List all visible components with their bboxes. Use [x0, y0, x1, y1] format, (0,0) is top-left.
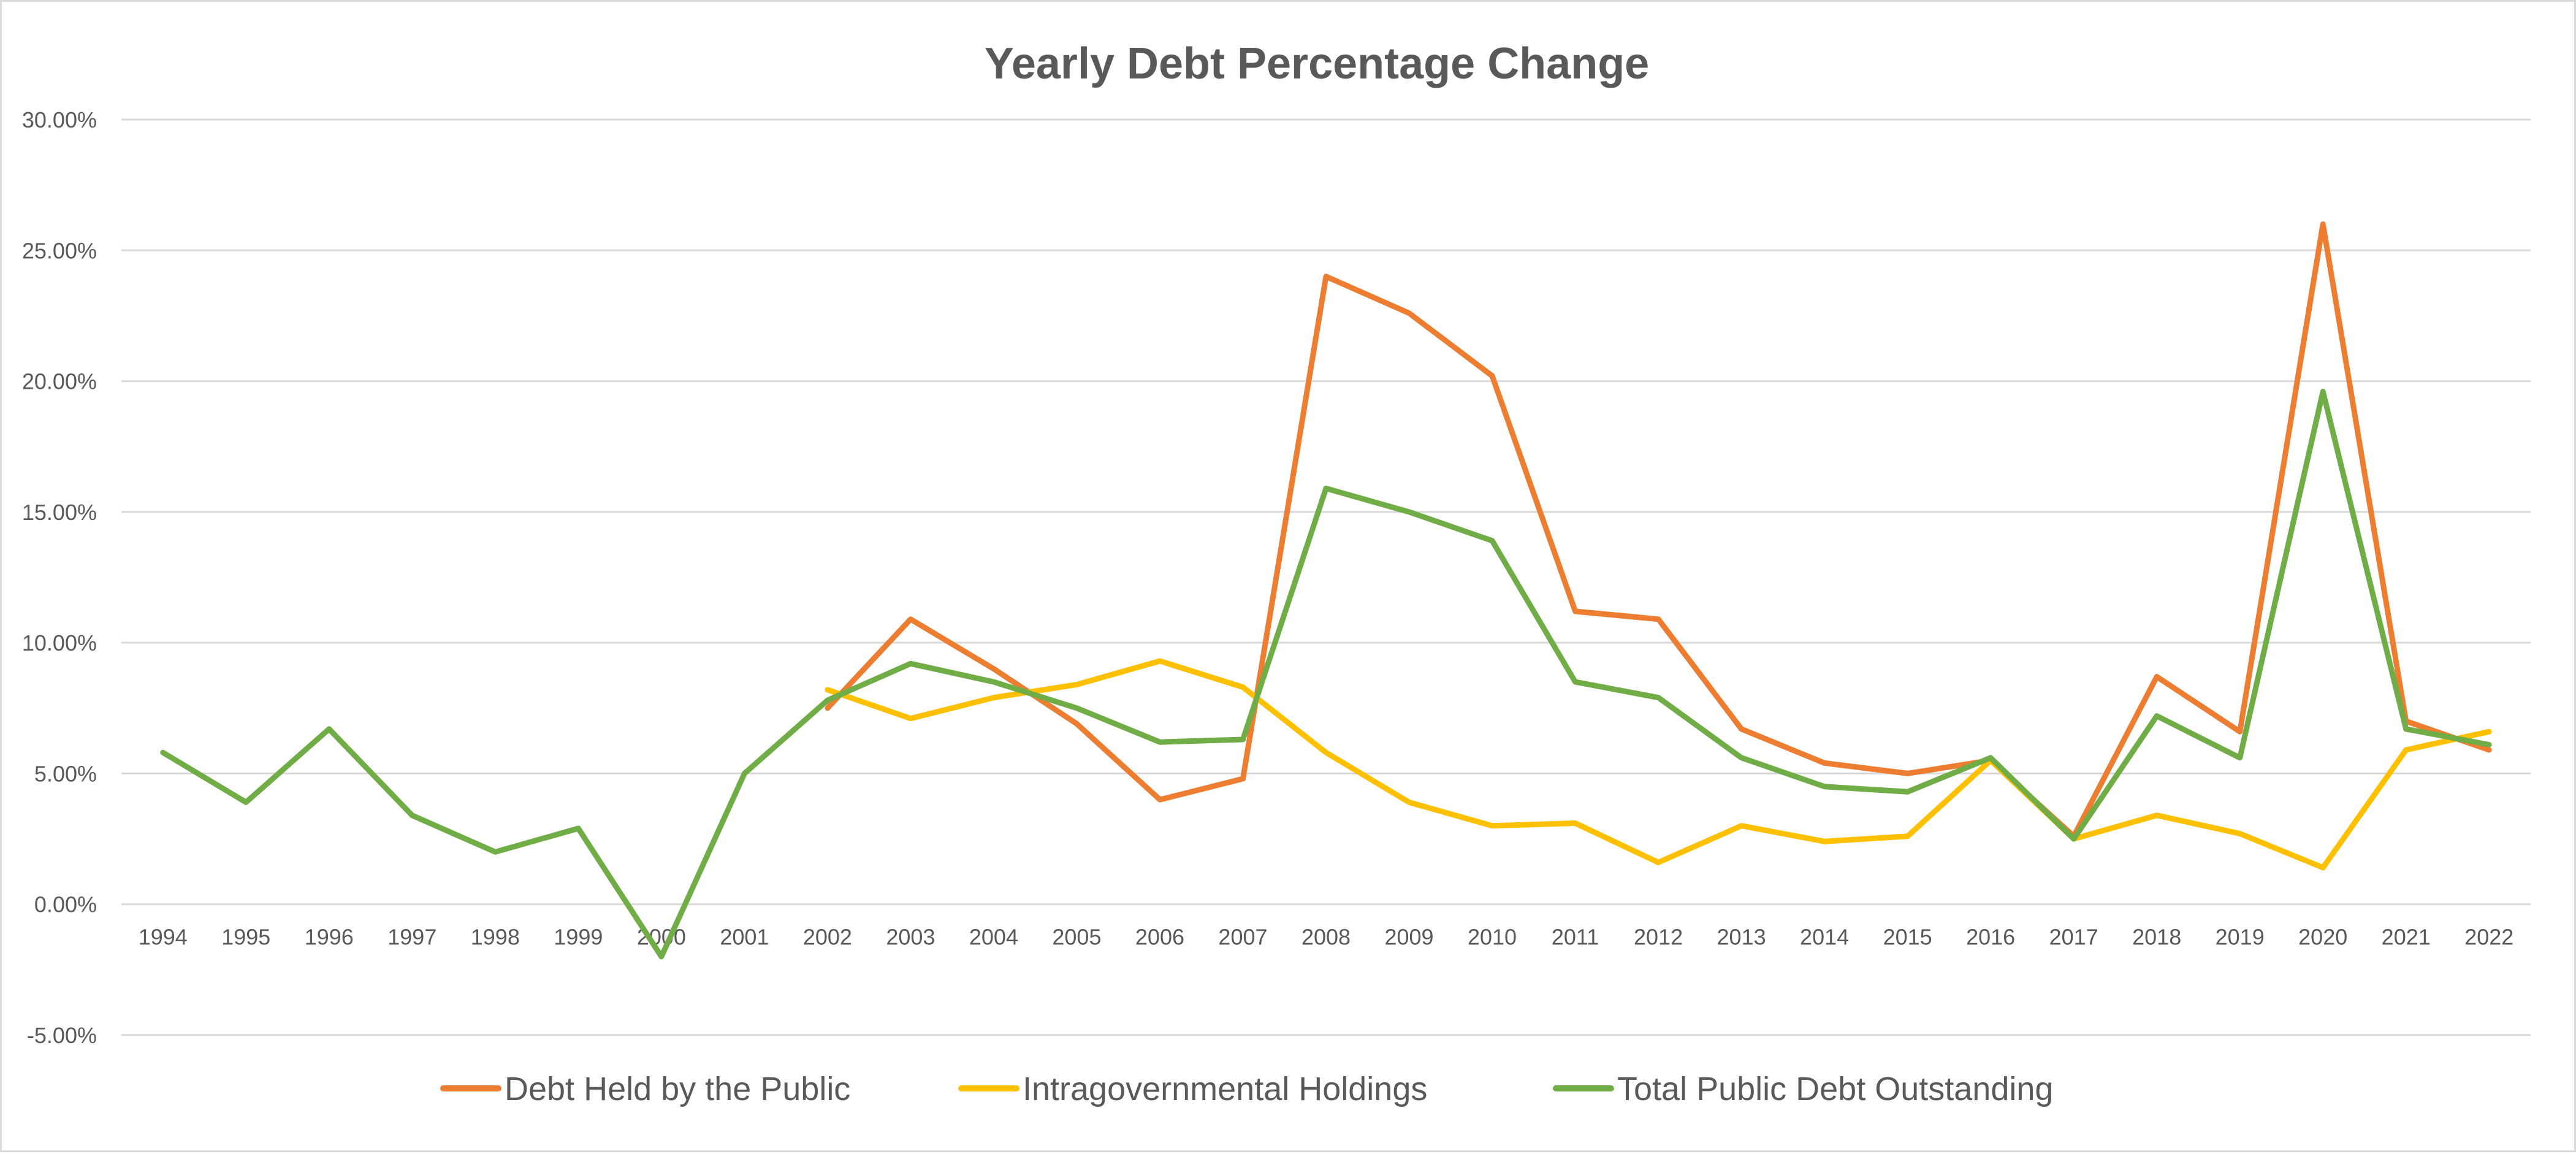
x-tick-label: 2008: [1301, 925, 1351, 950]
legend: Debt Held by the Public Intragovernmental…: [440, 1071, 2053, 1107]
x-tick-label: 2010: [1468, 925, 1517, 950]
x-tick-label: 2015: [1883, 925, 1932, 950]
x-tick-label: 2004: [969, 925, 1018, 950]
y-tick-label: -5.00%: [27, 1023, 97, 1048]
x-tick-label: 1998: [471, 925, 520, 950]
x-tick-label: 2016: [1966, 925, 2015, 950]
x-tick-label: 1999: [554, 925, 603, 950]
x-tick-label: 2012: [1634, 925, 1683, 950]
series-line-2: [160, 389, 2492, 960]
y-tick-label: 20.00%: [22, 369, 97, 394]
y-tick-label: 30.00%: [22, 107, 97, 132]
x-tick-label: 2014: [1800, 925, 1849, 950]
gridlines: [121, 118, 2531, 1036]
chart-title: Yearly Debt Percentage Change: [985, 39, 1649, 88]
x-tick-label: 2018: [2132, 925, 2181, 950]
legend-label-2: Total Public Debt Outstanding: [1617, 1071, 2053, 1107]
x-tick-label: 2002: [803, 925, 852, 950]
x-tick-label: 2001: [720, 925, 769, 950]
x-tick-label: 2019: [2216, 925, 2265, 950]
series-lines: [160, 221, 2492, 960]
x-tick-label: 2011: [1552, 925, 1599, 950]
y-tick-label: 5.00%: [34, 761, 97, 786]
x-tick-label: 1994: [139, 925, 188, 950]
x-tick-label: 2006: [1135, 925, 1184, 950]
y-tick-label: 10.00%: [22, 630, 97, 655]
legend-label-0: Debt Held by the Public: [505, 1071, 850, 1107]
x-tick-label: 2022: [2464, 925, 2513, 950]
series-line-1: [825, 658, 2492, 871]
y-tick-label: 15.00%: [22, 500, 97, 525]
x-tick-label: 1996: [305, 925, 354, 950]
x-tick-label: 2021: [2382, 925, 2431, 950]
y-tick-label: 0.00%: [34, 892, 97, 917]
x-tick-label: 1995: [221, 925, 270, 950]
x-tick-label: 2005: [1052, 925, 1101, 950]
x-tick-label: 2003: [886, 925, 935, 950]
x-axis-tick-labels: 1994 1995 1996 1997 1998 1999 2000 2001 2002 2003…: [139, 925, 2514, 950]
x-tick-label: 2020: [2298, 925, 2347, 950]
y-tick-label: 25.00%: [22, 238, 97, 263]
legend-label-1: Intragovernmental Holdings: [1023, 1071, 1427, 1107]
y-axis-tick-labels: 30.00% 25.00% 20.00% 15.00% 10.00% 5.00% 0.00%…: [22, 107, 97, 1048]
x-tick-label: 2013: [1717, 925, 1766, 950]
series-line-0: [825, 221, 2492, 839]
x-tick-label: 2017: [2049, 925, 2098, 950]
x-tick-label: 2009: [1384, 925, 1433, 950]
x-tick-label: 1997: [387, 925, 436, 950]
x-tick-label: 2007: [1218, 925, 1267, 950]
